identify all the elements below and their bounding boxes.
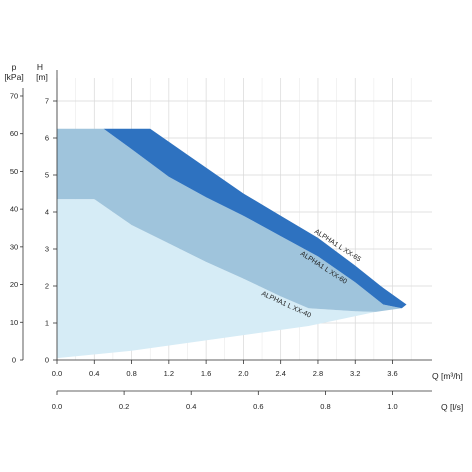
h-axis-unit: [m] bbox=[36, 72, 48, 82]
curve-area-2 bbox=[57, 128, 402, 312]
curve-area-3 bbox=[103, 128, 407, 309]
h-tick-label: 0 bbox=[45, 356, 49, 365]
p-axis-unit: [kPa] bbox=[4, 72, 23, 82]
curve-area-1 bbox=[57, 199, 376, 359]
p-axis-symbol: p bbox=[12, 62, 17, 72]
p-tick-label: 20 bbox=[10, 280, 18, 289]
p-tick-label: 0 bbox=[12, 356, 16, 365]
h-tick-label: 2 bbox=[45, 282, 49, 291]
h-tick-label: 1 bbox=[45, 319, 49, 328]
p-tick-label: 70 bbox=[10, 91, 18, 100]
q-tick-label: 2.8 bbox=[313, 369, 323, 378]
qls-tick-label: 0.6 bbox=[253, 402, 263, 411]
qls-axis-label: Q [l/s] bbox=[441, 402, 463, 412]
h-tick-label: 6 bbox=[45, 134, 49, 143]
q-tick-label: 2.0 bbox=[238, 369, 248, 378]
p-tick-label: 50 bbox=[10, 167, 18, 176]
q-tick-label: 3.6 bbox=[387, 369, 397, 378]
p-tick-label: 40 bbox=[10, 205, 18, 214]
curve-areas bbox=[57, 128, 407, 359]
q-tick-label: 1.2 bbox=[164, 369, 174, 378]
p-tick-label: 10 bbox=[10, 318, 18, 327]
qls-tick-label: 0.8 bbox=[320, 402, 330, 411]
axes: 0 1 2 3 4 5 6 7 H[m] 0 10 20 30 40 50 60 70 p[kPa] 0.0 0.4 0… bbox=[4, 62, 463, 412]
q-tick-label: 0.4 bbox=[89, 369, 99, 378]
qls-tick-label: 0.0 bbox=[52, 402, 62, 411]
h-axis-symbol: H bbox=[37, 62, 43, 72]
q-tick-label: 0.0 bbox=[52, 369, 62, 378]
qls-tick-label: 1.0 bbox=[387, 402, 397, 411]
p-tick-label: 60 bbox=[10, 129, 18, 138]
p-tick-label: 30 bbox=[10, 242, 18, 251]
q-tick-label: 0.8 bbox=[126, 369, 136, 378]
q-axis-label: Q [m³/h] bbox=[432, 371, 463, 381]
h-tick-label: 5 bbox=[45, 171, 49, 180]
qls-tick-label: 0.4 bbox=[186, 402, 196, 411]
q-tick-label: 3.2 bbox=[350, 369, 360, 378]
q-tick-label: 2.4 bbox=[275, 369, 285, 378]
h-tick-label: 7 bbox=[45, 97, 49, 106]
qls-tick-label: 0.2 bbox=[119, 402, 129, 411]
h-tick-label: 4 bbox=[45, 208, 49, 217]
q-tick-label: 1.6 bbox=[201, 369, 211, 378]
h-tick-label: 3 bbox=[45, 245, 49, 254]
